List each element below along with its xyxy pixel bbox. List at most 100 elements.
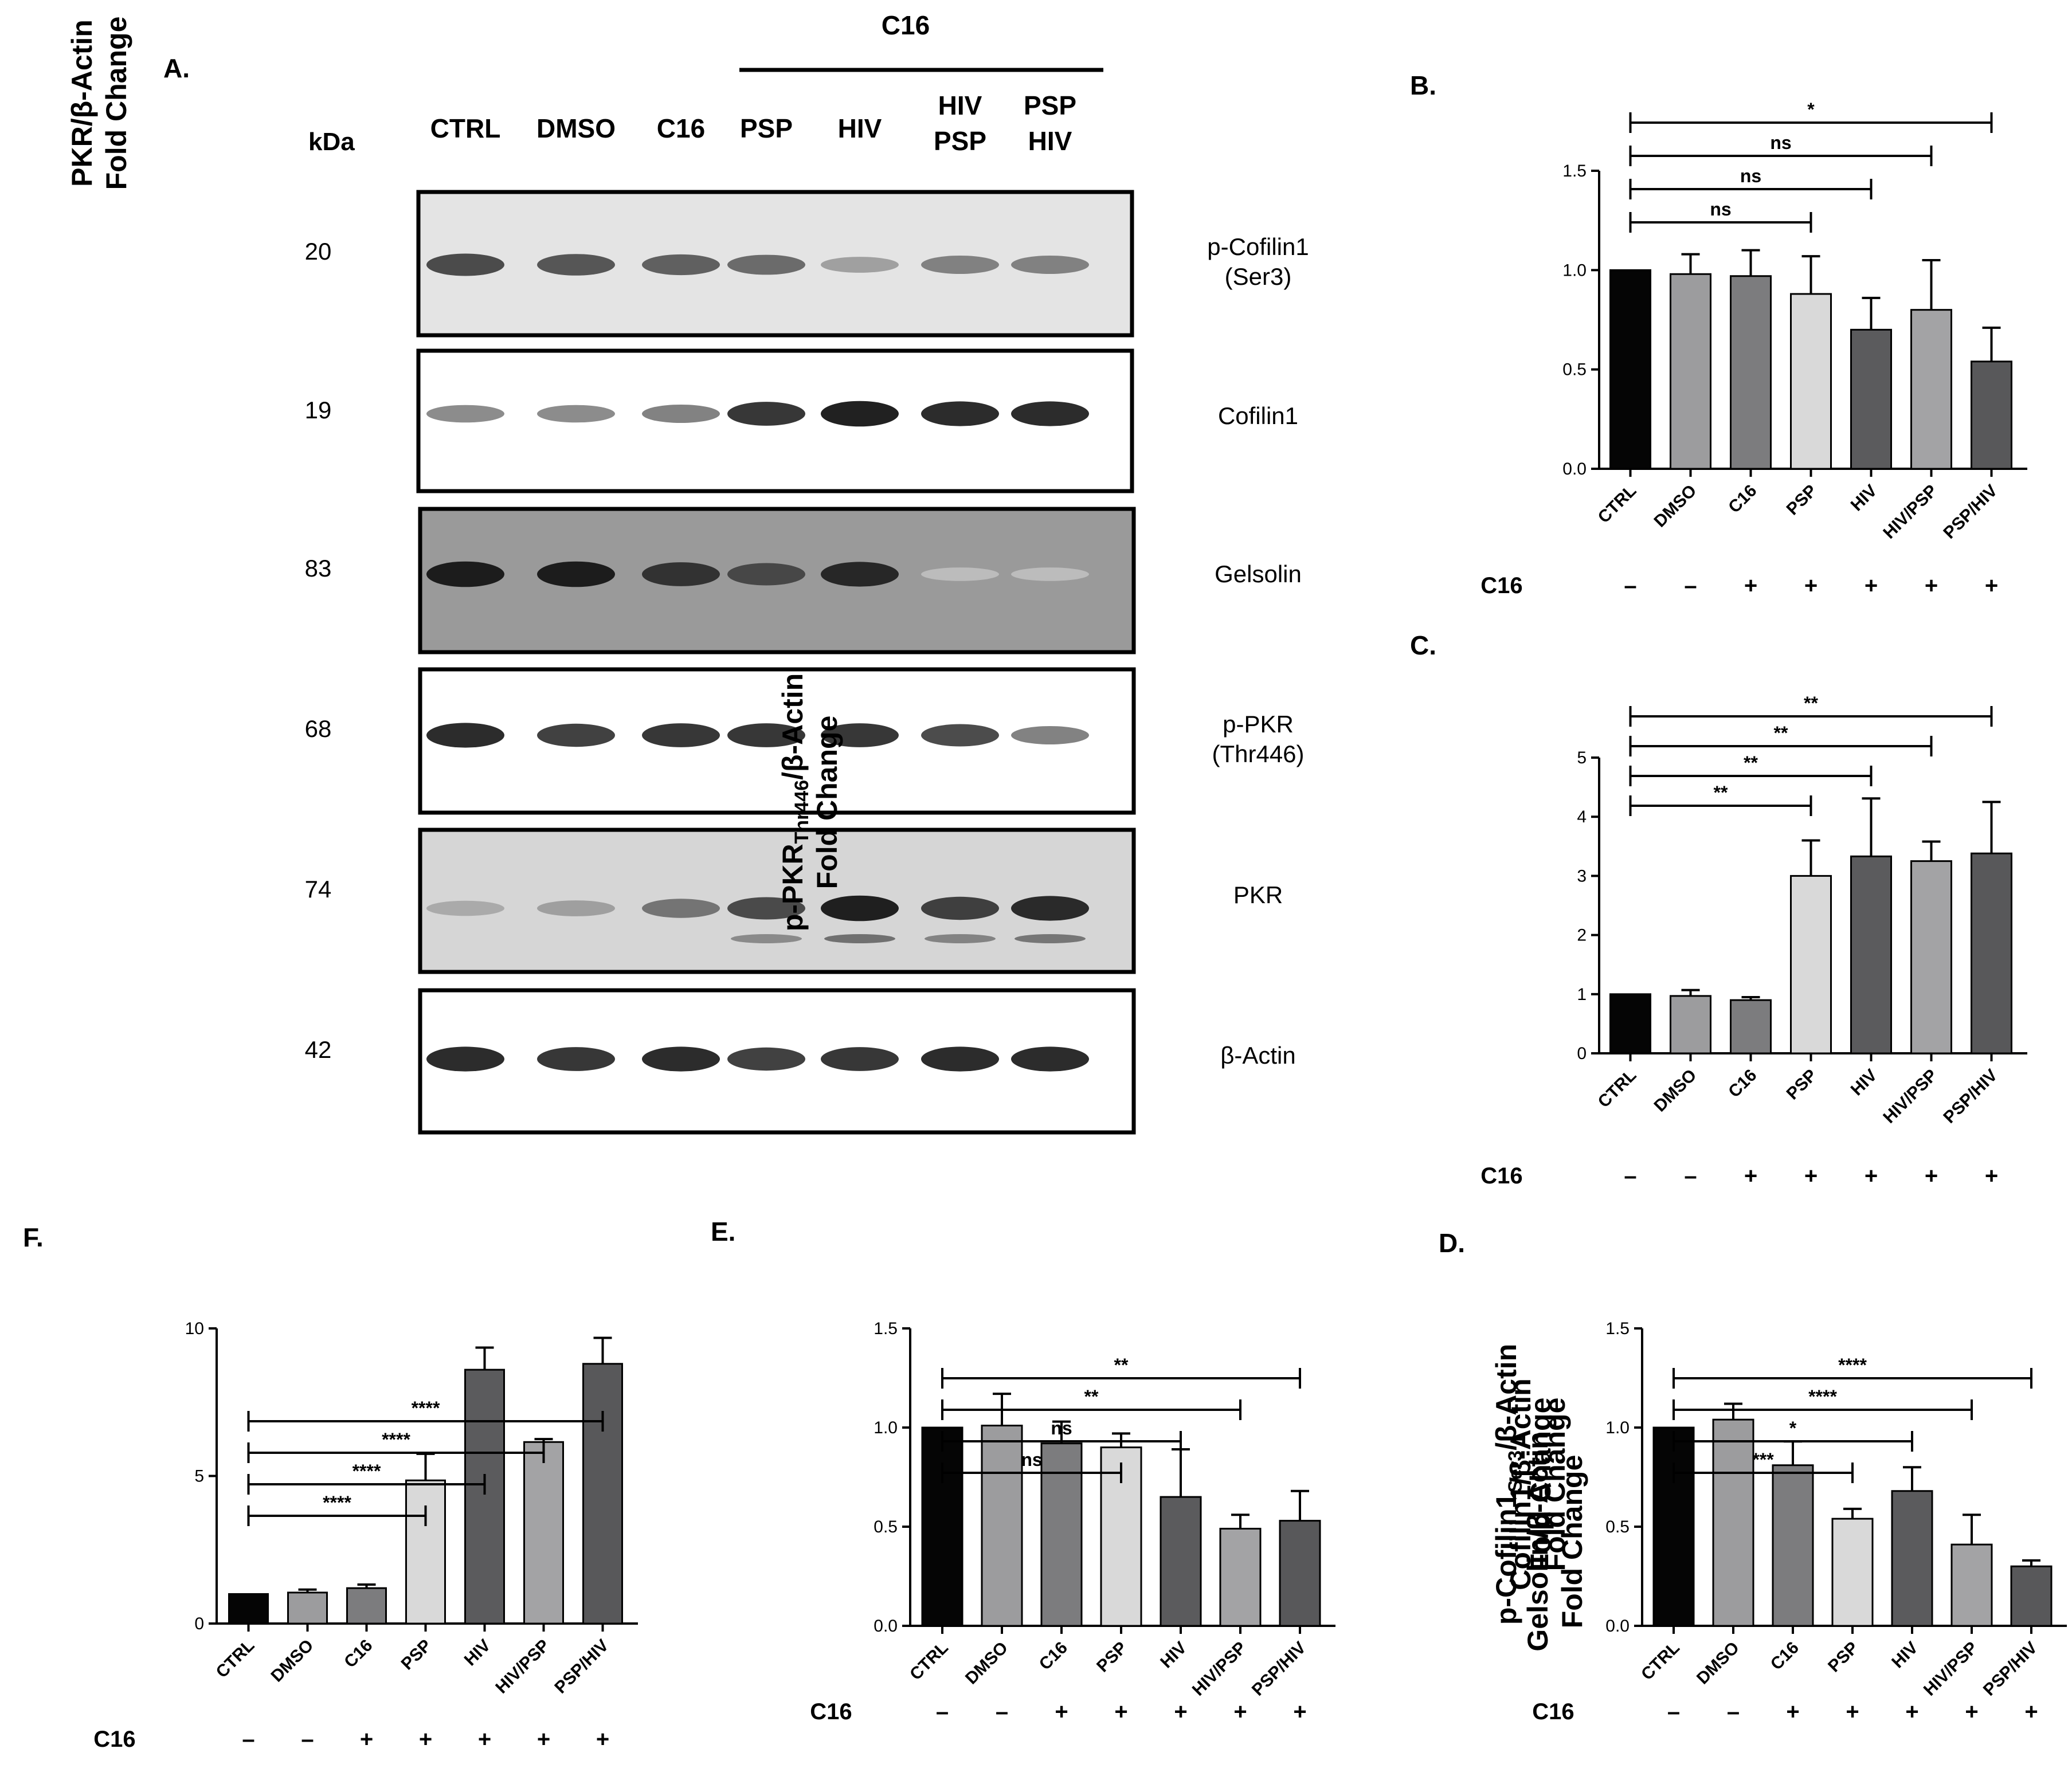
significance-label: ** bbox=[1084, 1386, 1099, 1407]
blot-band bbox=[426, 1046, 504, 1072]
c16-sign: – bbox=[936, 1699, 949, 1724]
lane-label-line1: HIV bbox=[938, 91, 982, 120]
bar bbox=[1910, 860, 1952, 1054]
blot-band bbox=[642, 562, 720, 586]
y-axis-label: Gelsolin/β-Actin bbox=[1522, 1432, 1554, 1651]
bar bbox=[1712, 1418, 1754, 1627]
blot-band-secondary bbox=[731, 934, 802, 943]
blot-band bbox=[921, 567, 999, 581]
c16-group-label: C16 bbox=[882, 10, 930, 40]
significance-label: **** bbox=[1838, 1355, 1867, 1375]
lane-label-line1: HIV bbox=[838, 113, 882, 143]
molecular-weight-label: 68 bbox=[305, 715, 332, 742]
blot-band bbox=[642, 254, 720, 276]
blot-band bbox=[727, 723, 805, 747]
bar bbox=[1772, 1464, 1814, 1627]
blot-band bbox=[537, 723, 615, 747]
blot-band bbox=[426, 405, 504, 423]
significance-label: ns bbox=[1740, 166, 1761, 186]
y-axis-label-line2: Fold Change bbox=[100, 17, 132, 190]
y-axis-label-line2: Fold Change bbox=[811, 716, 843, 889]
blot-band bbox=[727, 897, 805, 920]
blot-band bbox=[1011, 1046, 1089, 1072]
y-axis-label-main: Gelsolin/β-Actin bbox=[1522, 1432, 1554, 1651]
y-axis-label-tail: /β-Actin bbox=[777, 673, 809, 780]
blot-rows: 20 p-Cofilin1 (Ser3) 19 Cofilin1 83 Gelsolin 68… bbox=[305, 190, 1309, 1135]
chart-panel-letter: D. bbox=[1439, 1228, 1465, 1258]
y-axis-label-main: p-Cofilin1 bbox=[1490, 1493, 1522, 1625]
significance-label: ns bbox=[1710, 199, 1731, 219]
bar bbox=[1950, 1543, 1993, 1627]
significance-label: ** bbox=[1714, 782, 1728, 803]
blot-band bbox=[537, 405, 615, 423]
c16-sign: + bbox=[1804, 573, 1818, 598]
lane-label-line1: PSP bbox=[1024, 91, 1076, 120]
blot-band bbox=[537, 1047, 615, 1071]
c16-sign: + bbox=[1174, 1699, 1187, 1724]
bar bbox=[2010, 1565, 2053, 1627]
y-tick-label: 0.5 bbox=[1562, 360, 1587, 379]
c16-treatment-label: C16 bbox=[93, 1727, 135, 1752]
bar bbox=[464, 1369, 505, 1625]
y-axis-label-subscript: Ser3 bbox=[1505, 1450, 1526, 1493]
molecular-weight-label: 19 bbox=[305, 397, 332, 424]
blot-band bbox=[727, 563, 805, 586]
y-axis-label: Cofilin1/β-Actin bbox=[1505, 1378, 1537, 1590]
protein-label-sub: (Thr446) bbox=[1212, 740, 1304, 767]
y-axis-label-subscript: Thr446 bbox=[791, 780, 813, 844]
y-tick-label: 3 bbox=[1577, 866, 1587, 885]
blot-band bbox=[727, 402, 805, 426]
y-tick-label: 1.0 bbox=[1605, 1418, 1630, 1437]
protein-label: PKR bbox=[1233, 881, 1283, 908]
blot-band bbox=[642, 899, 720, 918]
c16-sign: + bbox=[1985, 573, 1998, 598]
significance-label: ** bbox=[1744, 752, 1758, 773]
bar bbox=[1850, 328, 1892, 470]
blot-row: 19 Cofilin1 bbox=[305, 348, 1298, 493]
blot-band bbox=[921, 256, 999, 274]
blot-band bbox=[1011, 401, 1089, 426]
c16-sign: + bbox=[1114, 1699, 1127, 1724]
c16-sign: – bbox=[1667, 1699, 1680, 1724]
lane-label-line2: PSP bbox=[934, 126, 986, 156]
blot-band-secondary bbox=[824, 934, 895, 943]
blot-band bbox=[921, 724, 999, 747]
lane-label-line2: HIV bbox=[1028, 126, 1072, 156]
blot-band bbox=[537, 561, 615, 587]
c16-sign: + bbox=[1744, 1163, 1757, 1189]
significance-label: **** bbox=[412, 1398, 440, 1418]
protein-label: p-Cofilin1 bbox=[1207, 233, 1309, 260]
c16-treatment-label: C16 bbox=[1532, 1699, 1574, 1724]
bar bbox=[1609, 269, 1651, 470]
significance-label: **** bbox=[323, 1492, 351, 1513]
bar bbox=[1670, 273, 1711, 470]
y-tick-label: 0.5 bbox=[874, 1518, 898, 1536]
y-axis-label-line2: Fold Change bbox=[1556, 1455, 1588, 1629]
c16-sign: – bbox=[1727, 1699, 1740, 1724]
c16-sign: + bbox=[419, 1727, 432, 1752]
chart-panel-letter: B. bbox=[1410, 70, 1436, 100]
blot-band bbox=[1011, 567, 1089, 581]
bar bbox=[1609, 993, 1651, 1054]
c16-sign: + bbox=[1846, 1699, 1859, 1724]
blot-band bbox=[727, 1047, 805, 1071]
bar bbox=[523, 1441, 564, 1625]
blot-band bbox=[1011, 726, 1089, 744]
bar bbox=[1790, 293, 1832, 470]
blot-row: 42 β-Actin bbox=[305, 988, 1296, 1135]
y-tick-label: 0.0 bbox=[874, 1617, 898, 1636]
c16-sign: + bbox=[360, 1727, 373, 1752]
chart-panel-letter: F. bbox=[23, 1222, 44, 1252]
bar bbox=[981, 1425, 1023, 1627]
molecular-weight-label: 74 bbox=[305, 876, 332, 903]
bar bbox=[228, 1593, 269, 1625]
c16-sign: – bbox=[301, 1727, 314, 1752]
c16-sign: + bbox=[1905, 1699, 1918, 1724]
y-tick-label: 0 bbox=[1577, 1044, 1587, 1063]
y-tick-label: 4 bbox=[1577, 807, 1587, 826]
y-tick-label: 5 bbox=[194, 1467, 204, 1486]
c16-sign: + bbox=[2024, 1699, 2038, 1724]
bar bbox=[1652, 1426, 1695, 1627]
